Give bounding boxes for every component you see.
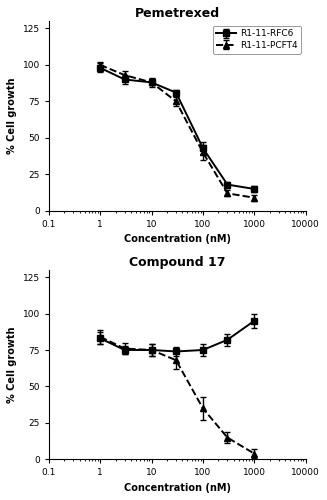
Legend: R1-11-RFC6, R1-11-PCFT4: R1-11-RFC6, R1-11-PCFT4	[213, 26, 301, 54]
X-axis label: Concentration (nM): Concentration (nM)	[124, 483, 231, 493]
Y-axis label: % Cell growth: % Cell growth	[7, 78, 17, 154]
Title: Compound 17: Compound 17	[129, 256, 226, 268]
X-axis label: Concentration (nM): Concentration (nM)	[124, 234, 231, 244]
Title: Pemetrexed: Pemetrexed	[135, 7, 220, 20]
Y-axis label: % Cell growth: % Cell growth	[7, 326, 17, 403]
